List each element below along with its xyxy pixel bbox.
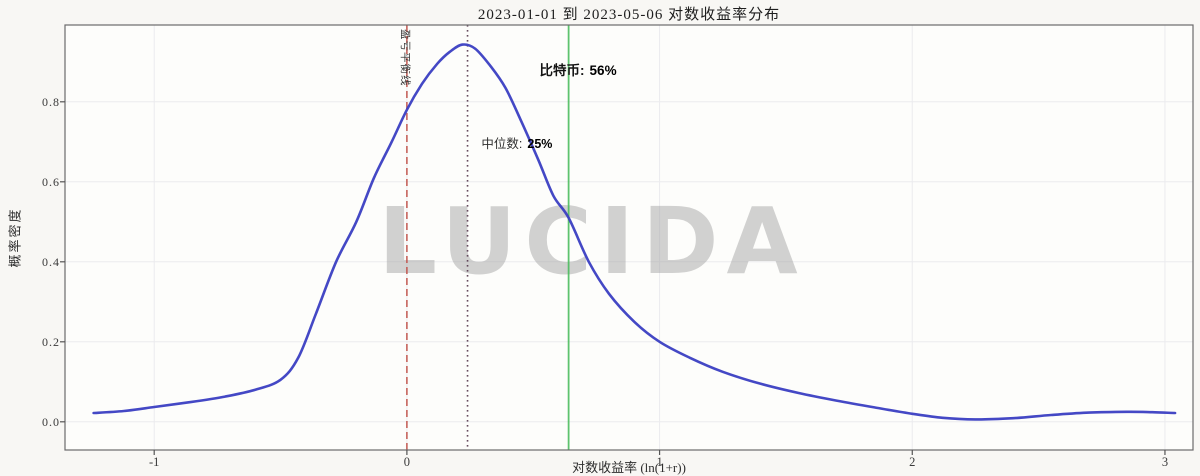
x-tick-label: 2 bbox=[909, 455, 916, 469]
x-axis-label: 对数收益率 (ln(1+r)) bbox=[572, 460, 686, 475]
y-tick-label: 0.4 bbox=[42, 254, 60, 269]
gridlines bbox=[65, 25, 1193, 450]
y-tick-label: 0.2 bbox=[42, 334, 60, 349]
bitcoin-annotation-label: 比特币: bbox=[539, 62, 585, 78]
y-tick-label: 0.0 bbox=[42, 414, 60, 429]
watermark-text: LUCIDA bbox=[378, 188, 805, 295]
median-annotation-label: 中位数: bbox=[481, 136, 523, 151]
plot-background bbox=[65, 25, 1193, 450]
chart-title: 2023-01-01 到 2023-05-06 对数收益率分布 bbox=[477, 7, 781, 23]
breakeven-line-label: 盈亏平衡线 bbox=[398, 29, 411, 87]
y-tick-label: 0.8 bbox=[42, 94, 60, 109]
x-tick-label: 1 bbox=[656, 455, 663, 469]
bitcoin-annotation: 比特币: 56% bbox=[540, 59, 617, 79]
bitcoin-annotation-value: 56% bbox=[589, 62, 617, 78]
x-tick-label: 3 bbox=[1161, 455, 1169, 469]
x-tick-label: 0 bbox=[403, 455, 410, 469]
y-axis-label: 概率密度 bbox=[7, 207, 23, 268]
density-curve bbox=[92, 43, 1177, 421]
median-annotation: 中位数: 25% bbox=[481, 133, 552, 152]
x-tick-label: -1 bbox=[148, 455, 160, 469]
plot-frame bbox=[60, 24, 1194, 455]
y-tick-label: 0.6 bbox=[42, 174, 60, 189]
reference-lines bbox=[406, 25, 570, 450]
median-annotation-value: 25% bbox=[527, 136, 553, 151]
